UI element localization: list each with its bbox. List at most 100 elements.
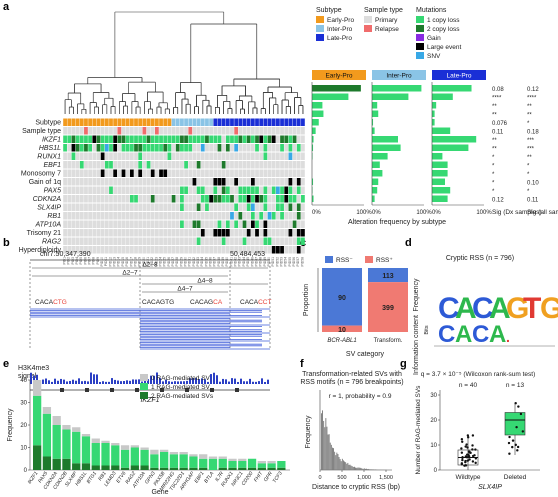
heatmap-cell	[134, 203, 138, 211]
heatmap-cell	[196, 144, 201, 152]
heatmap-cell	[250, 186, 255, 194]
heatmap-cell	[180, 161, 184, 169]
heatmap-cell	[188, 135, 193, 143]
heatmap-cell	[63, 237, 67, 245]
stacked-bar	[111, 443, 120, 446]
sequence-logo-letter: A	[489, 292, 511, 325]
sample-type-cell	[275, 127, 280, 135]
sig-all-value: 0.18	[527, 130, 539, 136]
sample-type-cell	[238, 127, 243, 135]
d-ylabel-bottom: Information content	[413, 315, 420, 375]
heatmap-cell	[175, 229, 180, 237]
heatmap-cell	[209, 152, 214, 160]
gene-tick-label: IL7R	[214, 470, 225, 482]
heatmap-cell	[284, 246, 289, 254]
h3k4me3-signal-bar	[48, 380, 50, 384]
axis-tick-label: 100%	[476, 210, 492, 216]
data-point	[468, 458, 471, 461]
sample-type-cell	[134, 127, 138, 135]
subtype-cell	[154, 118, 159, 126]
sample-type-cell	[246, 127, 251, 135]
heatmap-cell	[238, 246, 243, 254]
heatmap-cell	[292, 229, 297, 237]
histogram-bar	[346, 463, 348, 470]
heatmap-cell	[92, 246, 97, 254]
histogram-bar	[327, 434, 329, 470]
heatmap-cell	[92, 203, 97, 211]
deletion-label: Δ2–7	[122, 270, 138, 277]
heatmap-cell	[280, 186, 284, 194]
data-point	[521, 430, 525, 433]
stacked-bar	[91, 465, 100, 470]
heatmap-cell	[271, 237, 276, 245]
heatmap-cell	[138, 229, 143, 237]
heatmap-cell	[163, 186, 168, 194]
heatmap-cell	[284, 203, 289, 211]
heatmap-cell	[292, 220, 297, 228]
heatmap-cell	[296, 169, 301, 177]
heatmap-cell	[296, 203, 301, 211]
sequence-logo-letter: A	[455, 292, 477, 325]
data-point	[507, 441, 511, 445]
heatmap-cell	[134, 144, 138, 152]
heatmap-cell	[167, 152, 172, 160]
h3k4me3-signal-bar	[261, 378, 263, 384]
legend-swatch	[325, 256, 333, 263]
stacked-bar	[33, 395, 42, 446]
data-point	[461, 458, 464, 462]
stacked-bar	[91, 438, 100, 443]
frequency-bar	[312, 93, 349, 100]
bar-value: 399	[382, 305, 394, 312]
sequence-logo-letter: C	[438, 292, 460, 325]
sig-dx-value: **	[492, 138, 497, 144]
stacked-bar	[150, 454, 159, 468]
heatmap-cell	[250, 229, 255, 237]
sample-type-cell	[284, 127, 289, 135]
heatmap-cell	[180, 144, 184, 152]
heatmap-cell	[238, 203, 243, 211]
heatmap-cell	[192, 229, 197, 237]
heatmap-cell	[109, 186, 113, 194]
heatmap-cell	[63, 152, 67, 160]
heatmap-cell	[255, 169, 259, 177]
f-x-tick-label: 1,500	[379, 475, 393, 481]
stacked-bar	[247, 467, 257, 470]
sample-id-label: PID58	[300, 257, 304, 267]
heatmap-cell	[184, 195, 188, 203]
sig-all-value: 0.10	[527, 181, 539, 187]
heatmap-cell	[84, 246, 88, 254]
heatmap-cell	[171, 229, 176, 237]
subtype-cell	[275, 118, 280, 126]
h3k4me3-signal-bar	[237, 381, 239, 384]
heatmap-cell	[129, 220, 134, 228]
subtype-cell	[296, 118, 301, 126]
heatmap-cell	[280, 135, 284, 143]
legend-swatch	[364, 16, 372, 23]
stacked-bar	[52, 425, 61, 459]
heatmap-cell	[213, 246, 218, 254]
heatmap-cell	[263, 229, 268, 237]
heatmap-cell	[171, 169, 176, 177]
data-point	[460, 438, 464, 441]
heatmap-cell	[263, 246, 268, 254]
frequency-bar	[432, 195, 448, 202]
heatmap-cell	[129, 161, 134, 169]
h3k4me3-signal-bar	[267, 379, 269, 384]
heatmap-cell	[200, 212, 205, 220]
heatmap-cell	[301, 135, 305, 143]
subtype-cell	[288, 118, 293, 126]
heatmap-cell	[138, 169, 143, 177]
stacked-bar	[130, 447, 139, 466]
heatmap-cell	[238, 195, 243, 203]
subtype-cell	[125, 118, 130, 126]
heatmap-cell	[209, 161, 214, 169]
frequency-bar	[432, 144, 469, 151]
subtype-cell	[96, 118, 101, 126]
legend-label: Relapse	[375, 26, 399, 33]
sample-type-cell	[242, 127, 247, 135]
heatmap-cell	[129, 237, 134, 245]
f-xlabel: Distance to cryptic RSS (bp)	[312, 484, 400, 491]
panel-label-f: f	[300, 358, 304, 370]
stacked-bar	[228, 467, 237, 470]
histogram-bar	[325, 418, 327, 470]
